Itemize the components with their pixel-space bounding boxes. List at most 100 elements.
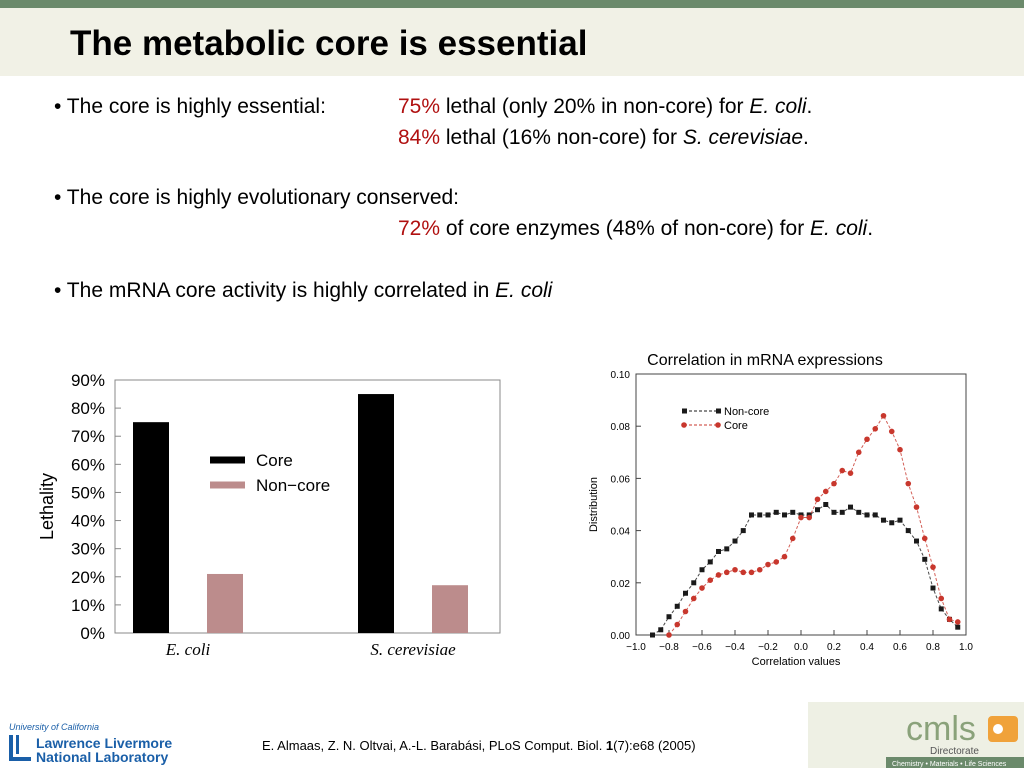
mrna-correlation-chart: Correlation in mRNA expressions −1.0 −0.8 −…	[588, 352, 973, 668]
point-core	[888, 428, 895, 435]
x-tick-label: −0.4	[725, 642, 745, 653]
point-core	[847, 470, 854, 476]
point-core	[930, 564, 936, 570]
y-tick-label: 0.06	[611, 474, 631, 485]
point-noncore	[691, 580, 697, 586]
y-tick-label: 0.08	[611, 422, 631, 433]
point-noncore	[658, 627, 664, 633]
llnl-line3: National Laboratory	[36, 749, 168, 765]
legend-label-core: Core	[724, 420, 748, 432]
point-core	[855, 449, 862, 456]
llnl-mark-bar	[9, 735, 13, 761]
point-core	[831, 480, 837, 487]
point-noncore	[905, 528, 911, 534]
point-core	[872, 426, 879, 432]
bullet-text: of core enzymes (48% of non-core) for	[440, 217, 811, 240]
point-core	[781, 553, 788, 560]
citation-volume: 1	[605, 738, 614, 753]
chart-title: Correlation in mRNA expressions	[647, 352, 883, 369]
bullet-conserved-ecoli: 72% of core enzymes (48% of non-core) fo…	[398, 217, 873, 241]
plot-frame	[114, 379, 501, 634]
point-core	[864, 436, 870, 443]
point-core	[921, 535, 928, 542]
point-noncore	[732, 538, 738, 544]
y-tick-label: 0.10	[611, 370, 631, 381]
legend-marker-noncore	[716, 408, 721, 414]
category-label: E. coli	[165, 640, 211, 659]
point-core	[699, 585, 705, 591]
x-tick-label: 0.2	[827, 642, 841, 653]
point-noncore	[757, 512, 763, 518]
y-tick-label: 80%	[71, 399, 105, 418]
bullet-essential-lead: • The core is highly essential:	[54, 95, 326, 118]
point-core	[905, 480, 912, 487]
bullet-essential-yeast: 84% lethal (16% non-core) for S. cerevis…	[398, 126, 809, 150]
top-accent-bar	[0, 0, 1024, 8]
legend-marker-noncore	[682, 408, 687, 414]
point-core	[946, 616, 953, 623]
y-tick-label: 50%	[71, 483, 105, 502]
point-noncore	[782, 512, 787, 518]
legend-label-noncore: Non-core	[724, 406, 769, 418]
period: .	[803, 126, 809, 149]
y-tick-label: 70%	[71, 427, 105, 446]
cmls-emblem-dot	[993, 724, 1003, 734]
point-core	[740, 569, 747, 576]
cmls-mark: cmls	[906, 710, 976, 748]
point-noncore	[864, 512, 870, 518]
cmls-logo-panel: cmls Directorate Chemistry • Materials •…	[808, 702, 1024, 768]
point-noncore	[749, 512, 754, 518]
llnl-line2: Lawrence Livermore	[36, 735, 172, 751]
y-tick-label: 40%	[71, 512, 105, 531]
bullet-conserved-lead: • The core is highly evolutionary conser…	[54, 186, 460, 209]
point-noncore	[922, 556, 928, 562]
pct-highlight: 84%	[398, 126, 441, 149]
bar-core	[358, 394, 394, 633]
point-core	[715, 572, 722, 578]
point-core	[822, 488, 829, 495]
cmls-logo: cmls Directorate Chemistry • Materials •…	[886, 710, 1024, 768]
y-axis-label: Distribution	[588, 477, 600, 532]
y-tick-label: 0%	[80, 624, 105, 643]
point-noncore	[938, 606, 944, 612]
x-tick-label: 0.8	[926, 642, 940, 653]
series-line-core	[668, 414, 958, 636]
x-tick-label: −0.2	[758, 642, 778, 653]
point-noncore	[856, 509, 862, 515]
point-core	[732, 566, 738, 573]
point-core	[954, 619, 961, 625]
y-tick-label: 0.04	[611, 527, 631, 538]
point-noncore	[897, 517, 903, 523]
point-core	[806, 514, 813, 521]
y-tick-label: 30%	[71, 540, 105, 559]
llnl-line1: University of California	[9, 722, 99, 732]
cmls-tag: Chemistry • Materials • Life Sciences	[892, 761, 1007, 768]
series-line-noncore	[652, 503, 959, 636]
point-noncore	[666, 614, 672, 620]
point-core	[880, 412, 887, 419]
point-noncore	[872, 512, 878, 518]
citation-authors: E. Almaas, Z. N. Oltvai, A.-L. Barabási,…	[262, 738, 606, 753]
llnl-mark-base	[9, 757, 31, 761]
point-noncore	[955, 624, 961, 630]
point-core	[723, 569, 730, 576]
pct-highlight: 72%	[398, 217, 441, 240]
point-core	[839, 467, 846, 474]
bullet-conserved: • The core is highly evolutionary conser…	[54, 186, 459, 210]
y-axis-label: Lethality	[37, 473, 57, 540]
citation-rest: (7):e68 (2005)	[613, 738, 696, 753]
point-core	[913, 504, 920, 510]
y-tick-label: 0.02	[611, 579, 631, 590]
bullet-mrna: • The mRNA core activity is highly corre…	[54, 279, 552, 303]
organism-name: E. coli	[810, 217, 868, 240]
slide-title: The metabolic core is essential	[70, 24, 588, 63]
bullet-essential-ecoli: 75% lethal (only 20% in non-core) for E.…	[398, 95, 812, 119]
legend-marker-core	[681, 422, 687, 428]
organism-name: E. coli	[749, 95, 807, 118]
point-noncore	[815, 507, 820, 513]
point-core	[666, 632, 672, 638]
point-core	[682, 608, 689, 615]
y-tick-label: 90%	[71, 371, 105, 390]
point-noncore	[773, 509, 779, 515]
point-noncore	[707, 559, 713, 565]
